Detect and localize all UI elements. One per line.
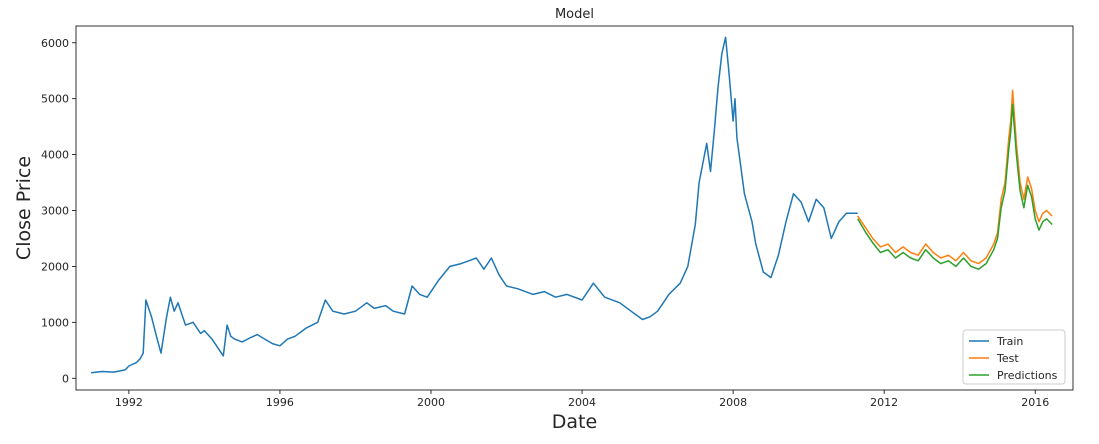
series-layer <box>91 36 1053 374</box>
legend-label-predictions: Predictions <box>997 369 1058 382</box>
legend-label-test: Test <box>996 352 1019 365</box>
y-tick-label: 3000 <box>41 205 69 218</box>
series-line-predictions <box>857 103 1053 270</box>
y-tick-label: 5000 <box>41 93 69 106</box>
y-tick-label: 0 <box>62 372 69 385</box>
series-line-train <box>91 36 858 374</box>
x-tick-label: 1996 <box>266 396 294 409</box>
legend-label-train: Train <box>996 335 1023 348</box>
y-tick-label: 6000 <box>41 37 69 50</box>
series-line-test <box>857 89 1053 265</box>
chart-title: Model <box>555 7 594 22</box>
x-tick-label: 2000 <box>417 396 445 409</box>
axes: 1992 1996 2000 2004 2008 2012 2016 0 1000 2000 300… <box>41 25 1074 409</box>
y-tick-label: 4000 <box>41 149 69 162</box>
y-axis-label: Close Price <box>13 156 35 260</box>
legend-box <box>962 329 1066 385</box>
legend: Train Test Predictions <box>962 329 1066 385</box>
x-axis-label: Date <box>552 411 597 433</box>
x-tick-label: 2012 <box>870 396 898 409</box>
x-tick-label: 2004 <box>568 396 596 409</box>
y-tick-label: 2000 <box>41 260 69 273</box>
x-tick-label: 2008 <box>719 396 747 409</box>
y-tick-label: 1000 <box>41 316 69 329</box>
plot-frame <box>75 25 1074 391</box>
x-tick-label: 1992 <box>115 396 143 409</box>
x-tick-label: 2016 <box>1021 396 1049 409</box>
